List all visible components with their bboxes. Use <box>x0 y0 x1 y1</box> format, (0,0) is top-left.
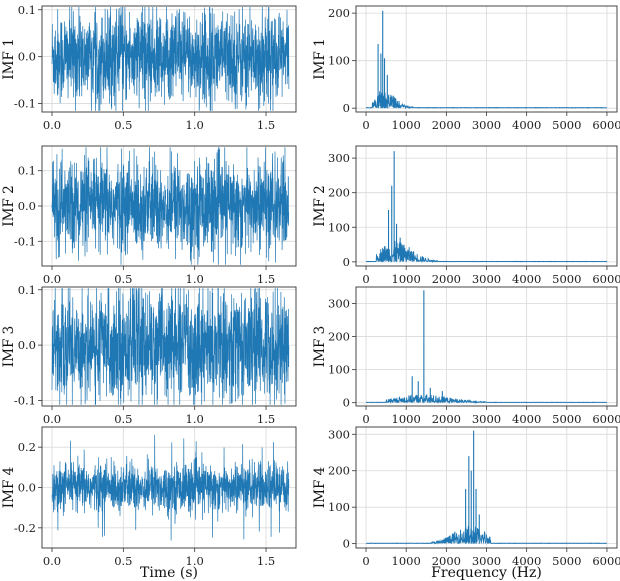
subplot-3-time: 0.0 0.5 1.0 1.5 -0.1 0.0 0.1 IMF 3 <box>1 283 297 426</box>
signal-line <box>51 147 290 265</box>
x-tick-label: 1.5 <box>257 554 275 568</box>
signal-line <box>51 7 290 111</box>
x-tick-label: 2000 <box>432 118 461 132</box>
y-axis-label: IMF 2 <box>1 185 17 226</box>
x-tick-label: 4000 <box>512 412 541 426</box>
y-tick-label: -0.1 <box>14 393 36 407</box>
y-tick-label: 200 <box>328 330 350 344</box>
x-tick-label: 5000 <box>552 118 581 132</box>
x-tick-label: 5000 <box>552 554 581 568</box>
signal-line <box>366 91 608 110</box>
y-tick-label: 0.1 <box>18 164 36 178</box>
x-tick-label: 1000 <box>392 272 421 286</box>
x-tick-label: 0.5 <box>114 118 132 132</box>
x-tick-label: 4000 <box>512 554 541 568</box>
x-tick-label: 4000 <box>512 272 541 286</box>
y-tick-label: 0.0 <box>18 338 36 352</box>
x-tick-label: 0 <box>362 272 369 286</box>
axes-frame <box>41 286 297 407</box>
x-axis-label: Time (s) <box>140 565 198 581</box>
y-tick-label: 0.1 <box>18 3 36 17</box>
signal-line <box>51 434 290 541</box>
y-tick-label: 0 <box>343 255 350 269</box>
x-tick-label: 1.5 <box>257 412 275 426</box>
y-tick-label: 200 <box>328 186 350 200</box>
x-tick-label: 5000 <box>552 412 581 426</box>
y-tick-label: -0.1 <box>14 97 36 111</box>
y-tick-label: 100 <box>328 54 350 68</box>
y-axis-label: IMF 1 <box>312 38 328 79</box>
x-tick-label: 6000 <box>592 272 620 286</box>
x-tick-label: 2000 <box>432 272 461 286</box>
x-tick-label: 0.5 <box>114 554 132 568</box>
signal-line <box>51 288 290 405</box>
x-tick-label: 4000 <box>512 118 541 132</box>
x-tick-label: 0.0 <box>43 272 61 286</box>
x-tick-label: 0 <box>362 554 369 568</box>
y-tick-label: 0 <box>343 396 350 410</box>
subplot-1-spectrum: 0 1000 2000 3000 4000 5000 6000 0 100 200 IMF 1 <box>312 5 620 132</box>
x-tick-label: 1.5 <box>257 118 275 132</box>
x-tick-label: 0.0 <box>43 554 61 568</box>
y-tick-label: 0.0 <box>18 50 36 64</box>
x-tick-label: 1.0 <box>186 554 204 568</box>
x-tick-label: 0.0 <box>43 412 61 426</box>
y-tick-label: 100 <box>328 220 350 234</box>
subplot-4-spectrum: 0 1000 2000 3000 4000 5000 6000 0 100 200 300 IMF 4… <box>312 426 620 581</box>
y-tick-label: 0 <box>343 101 350 115</box>
x-tick-label: 1.5 <box>257 272 275 286</box>
y-axis-label: IMF 4 <box>1 467 17 508</box>
x-tick-label: 0 <box>362 118 369 132</box>
x-tick-label: 0 <box>362 412 369 426</box>
y-tick-label: 300 <box>328 427 350 441</box>
x-tick-label: 1.0 <box>186 272 204 286</box>
subplot-3-spectrum: 0 1000 2000 3000 4000 5000 6000 0 100 200 300 IMF 3 <box>312 286 620 426</box>
y-tick-label: 200 <box>328 6 350 20</box>
y-axis-label: IMF 4 <box>312 467 328 508</box>
y-tick-label: 200 <box>328 464 350 478</box>
x-tick-label: 6000 <box>592 412 620 426</box>
y-axis-label: IMF 3 <box>1 326 17 367</box>
y-tick-label: 300 <box>328 297 350 311</box>
y-tick-label: 0 <box>343 537 350 551</box>
x-tick-label: 3000 <box>472 412 501 426</box>
subplot-1-time: 0.0 0.5 1.0 1.5 -0.1 0.0 0.1 IMF 1 <box>1 3 297 132</box>
x-tick-label: 0.0 <box>43 118 61 132</box>
x-tick-label: 5000 <box>552 272 581 286</box>
x-tick-label: 6000 <box>592 554 620 568</box>
x-tick-label: 3000 <box>472 272 501 286</box>
y-tick-label: 300 <box>328 151 350 165</box>
x-axis-label: Frequency (Hz) <box>431 565 542 581</box>
y-axis-label: IMF 1 <box>1 38 17 79</box>
signal-line <box>365 394 608 405</box>
axes-frame <box>41 5 297 113</box>
y-tick-label: 100 <box>328 363 350 377</box>
subplot-2-spectrum: 0 1000 2000 3000 4000 5000 6000 0 100 200 300 IMF 2 <box>312 145 620 286</box>
y-tick-label: -0.2 <box>14 521 36 535</box>
x-tick-label: 1000 <box>392 412 421 426</box>
y-tick-label: -0.1 <box>14 234 36 248</box>
x-tick-label: 1000 <box>392 554 421 568</box>
y-axis-label: IMF 2 <box>312 185 328 226</box>
x-tick-label: 2000 <box>432 412 461 426</box>
x-tick-label: 6000 <box>592 118 620 132</box>
x-tick-label: 3000 <box>472 118 501 132</box>
y-axis-label: IMF 3 <box>312 326 328 367</box>
x-tick-label: 0.5 <box>114 272 132 286</box>
signal-line <box>365 525 607 545</box>
x-tick-label: 1.0 <box>186 412 204 426</box>
x-tick-label: 1000 <box>392 118 421 132</box>
y-tick-label: 0.0 <box>18 481 36 495</box>
y-tick-label: 100 <box>328 500 350 514</box>
y-tick-label: 0.1 <box>18 283 36 297</box>
x-tick-label: 0.5 <box>114 412 132 426</box>
y-tick-label: 0.2 <box>18 440 36 454</box>
x-tick-label: 2000 <box>432 554 461 568</box>
x-tick-label: 3000 <box>472 554 501 568</box>
x-tick-label: 1.0 <box>186 118 204 132</box>
y-tick-label: 0.0 <box>18 199 36 213</box>
